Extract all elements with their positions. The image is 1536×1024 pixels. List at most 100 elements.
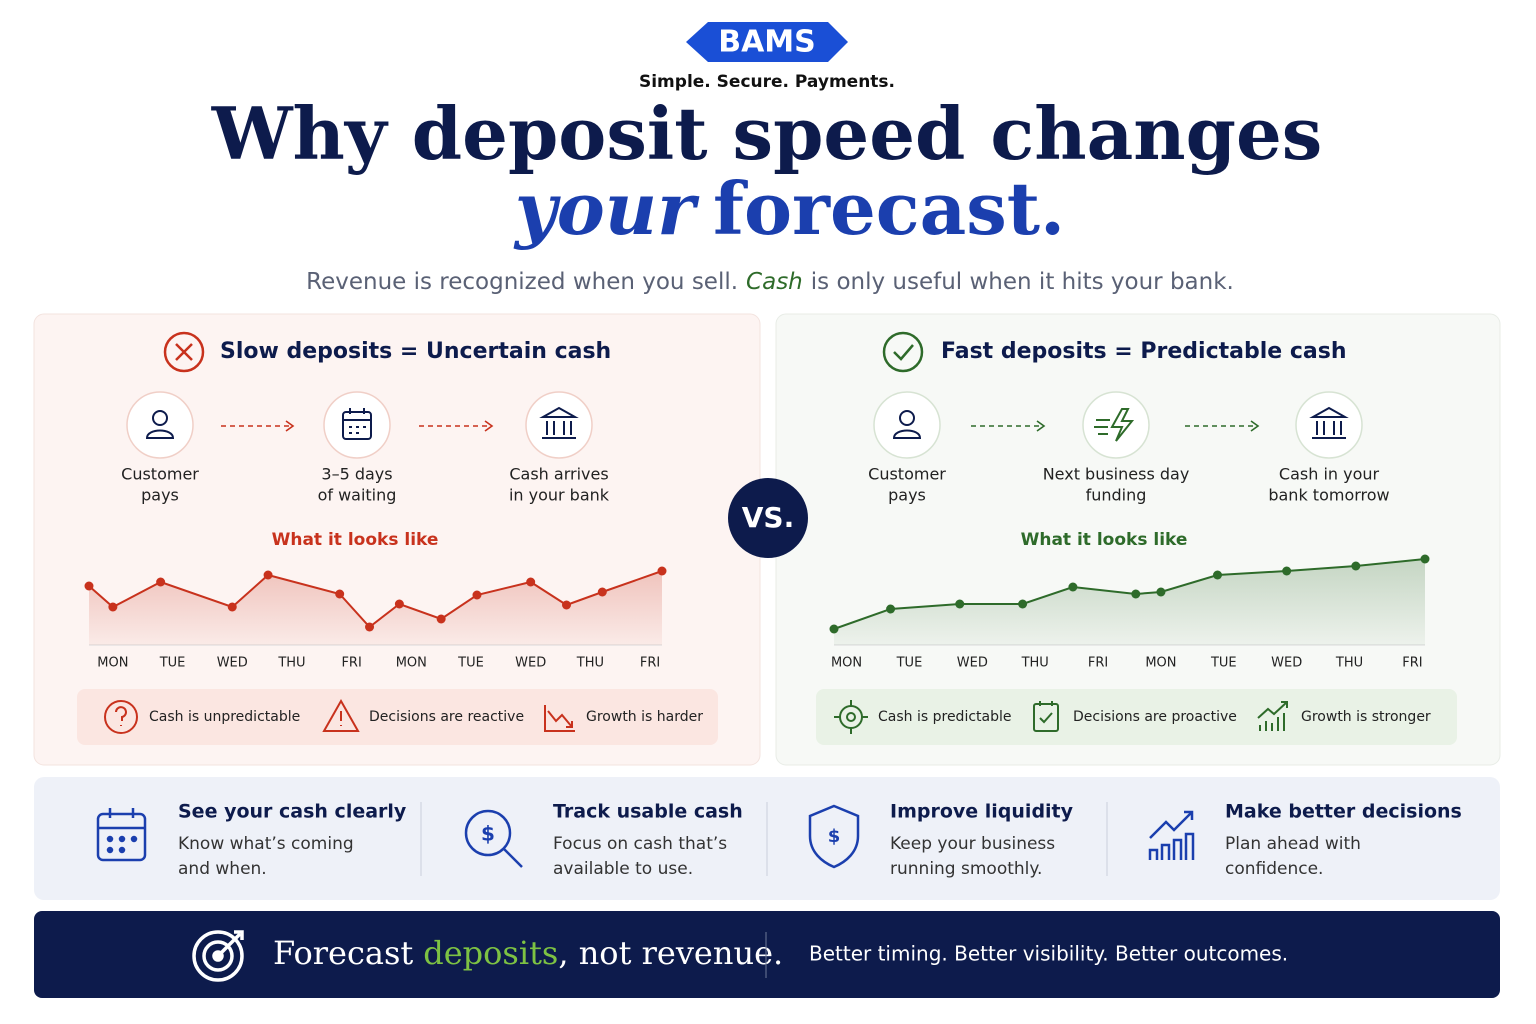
vs-label: VS.: [742, 501, 794, 534]
feature-text: running smoothly.: [890, 859, 1042, 879]
feature-title: See your cash clearly: [178, 801, 407, 823]
step-icon: [539, 406, 579, 439]
check-icon: [882, 331, 924, 373]
icon-part: [145, 429, 175, 439]
point: [886, 604, 896, 614]
badge-label: Decisions are proactive: [1073, 709, 1237, 725]
feature-title: Make better decisions: [1225, 801, 1462, 823]
target-icon: [192, 930, 244, 982]
title-line2: your forecast.: [513, 166, 1065, 251]
point: [436, 614, 446, 624]
x-tick-label: FRI: [341, 656, 361, 671]
subtitle-b: is only useful when it hits your bank.: [811, 269, 1234, 295]
feature-title: Track usable cash: [553, 801, 743, 823]
point: [829, 624, 839, 634]
point: [156, 577, 166, 587]
footer: [34, 911, 1500, 998]
step-circle: [323, 391, 391, 459]
icon-part: [1309, 406, 1349, 439]
slogan-a: Forecast: [273, 934, 413, 972]
title-em: your: [513, 166, 700, 251]
point: [562, 600, 571, 610]
subtitle-em: Cash: [746, 269, 803, 295]
vs-circle: [728, 478, 808, 558]
feature-icons: [96, 804, 1195, 869]
step-label: pays: [888, 486, 926, 505]
step-label: Customer: [121, 465, 199, 484]
chart-title: What it looks like: [1021, 530, 1188, 550]
x-tick-label: WED: [957, 656, 988, 671]
step-label: of waiting: [318, 486, 397, 505]
logo-badge: [686, 22, 848, 62]
feature-text: confidence.: [1225, 859, 1323, 879]
x-tick-label: THU: [576, 656, 604, 671]
slogan-b: , not revenue.: [558, 934, 783, 972]
x-tick-label: WED: [515, 656, 546, 671]
icon-part: [152, 410, 168, 426]
x-tick-label: WED: [217, 656, 248, 671]
line: [88, 570, 663, 629]
point: [1131, 589, 1141, 599]
step-label: in your bank: [509, 486, 610, 505]
point: [1213, 570, 1223, 580]
x-tick-label: THU: [277, 656, 305, 671]
point: [365, 622, 375, 632]
step-circle: [1295, 391, 1363, 459]
badge-label: Cash is unpredictable: [149, 709, 300, 725]
step-label: 3–5 days: [321, 465, 392, 484]
feature-text: Know what’s coming: [178, 834, 354, 854]
footer-tagline: Better timing. Better visibility. Better…: [809, 942, 1288, 966]
feature-title: Improve liquidity: [890, 801, 1074, 823]
feature-text: Plan ahead with: [1225, 834, 1361, 854]
icon-part: [1094, 408, 1135, 442]
panel-heading: Fast deposits = Predictable cash: [941, 339, 1347, 364]
area: [89, 571, 662, 645]
area: [834, 559, 1425, 645]
x-tick-label: WED: [1271, 656, 1302, 671]
feature-text: Focus on cash that’s: [553, 834, 727, 854]
point: [597, 587, 607, 597]
point: [227, 602, 237, 612]
arrow-head: [1036, 420, 1260, 432]
tagline: Simple. Secure. Payments.: [639, 72, 895, 92]
point: [657, 566, 667, 576]
step-circle: [525, 391, 593, 459]
x-tick-label: TUE: [896, 656, 923, 671]
x-tick-label: TUE: [1210, 656, 1237, 671]
point: [394, 599, 404, 609]
check-icon: [893, 344, 914, 361]
step-icon: [342, 408, 372, 440]
x-tick-label: THU: [1021, 656, 1049, 671]
step-label: bank tomorrow: [1268, 486, 1389, 505]
x-tick-label: THU: [1335, 656, 1363, 671]
icon-part: [899, 410, 915, 426]
slogan: Forecast deposits, not revenue.: [273, 934, 783, 972]
step-icon: [892, 410, 922, 439]
point: [1282, 566, 1292, 576]
step-label: Next business day: [1043, 465, 1190, 484]
badge-row: [816, 689, 1457, 745]
badge-label: Cash is predictable: [878, 709, 1012, 725]
x-tick-label: TUE: [457, 656, 484, 671]
point: [526, 577, 536, 587]
dollar-glyph: $: [481, 822, 495, 846]
badge-icons: [104, 698, 575, 734]
point: [108, 602, 118, 612]
logo: BAMS: [718, 25, 816, 60]
step-icon: [1094, 408, 1135, 442]
point: [1068, 582, 1078, 592]
x-tick-label: MON: [396, 656, 427, 671]
dollar-glyph: $: [828, 826, 841, 847]
feature-text: available to use.: [553, 859, 693, 879]
point: [335, 589, 345, 599]
divider: [420, 802, 1108, 876]
x-tick-label: FRI: [1088, 656, 1108, 671]
badge-label: Decisions are reactive: [369, 709, 524, 725]
badge-icons: [834, 700, 1288, 734]
subtitle-a: Revenue is recognized when you sell.: [306, 269, 738, 295]
x-icon: [175, 343, 193, 361]
step-icon: [145, 410, 175, 439]
badge-label: Growth is harder: [586, 709, 703, 725]
subtitle: Revenue is recognized when you sell. Cash…: [306, 269, 1234, 295]
